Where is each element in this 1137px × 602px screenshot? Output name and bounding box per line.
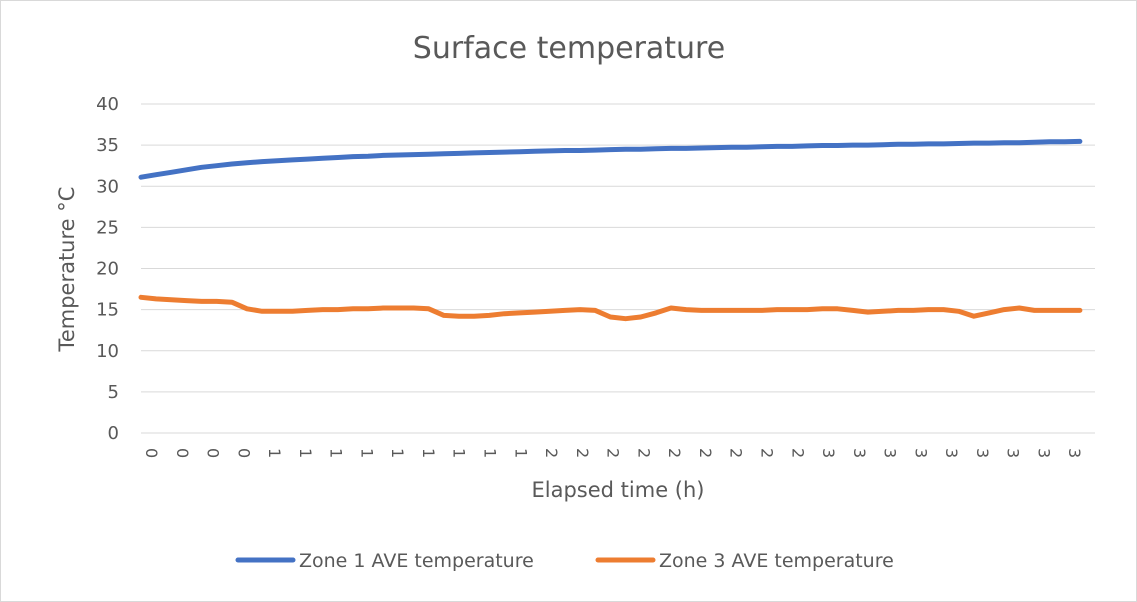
x-tick-label: 3 — [819, 448, 838, 458]
chart-title: Surface temperature — [413, 31, 725, 66]
x-tick-label: 1 — [296, 448, 315, 458]
y-tick-label: 10 — [96, 341, 119, 362]
x-tick-label: 3 — [1065, 448, 1084, 458]
x-tick-label: 2 — [604, 448, 623, 458]
x-tick-label: 3 — [850, 448, 869, 458]
x-tick-label: 3 — [942, 448, 961, 458]
x-tick-label: 2 — [788, 448, 807, 458]
x-tick-label: 1 — [265, 448, 284, 458]
x-axis-ticks: 0 0 0 0 1 1 1 1 1 1 1 1 1 2 2 2 2 2 2 2 2 2 3 3 3 3 3 3 3 3 3 — [142, 448, 1084, 458]
legend-label-zone-3: Zone 3 AVE temperature — [659, 550, 894, 572]
x-tick-label: 3 — [1004, 448, 1023, 458]
x-tick-label: 1 — [419, 448, 438, 458]
x-tick-label: 2 — [757, 448, 776, 458]
y-tick-label: 20 — [96, 259, 119, 280]
x-tick-label: 1 — [481, 448, 500, 458]
x-tick-label: 1 — [388, 448, 407, 458]
x-tick-label: 0 — [173, 448, 192, 458]
x-tick-label: 3 — [881, 448, 900, 458]
x-axis-label: Elapsed time (h) — [532, 478, 705, 502]
x-tick-label: 0 — [204, 448, 223, 458]
y-tick-label: 25 — [96, 217, 119, 238]
x-tick-label: 2 — [696, 448, 715, 458]
x-tick-label: 2 — [634, 448, 653, 458]
x-tick-label: 1 — [511, 448, 530, 458]
x-tick-label: 2 — [542, 448, 561, 458]
series-line-zone-3 — [138, 294, 1083, 322]
x-tick-label: 1 — [327, 448, 346, 458]
series-line-zone-1 — [138, 138, 1083, 180]
x-tick-label: 2 — [727, 448, 746, 458]
y-tick-label: 15 — [96, 300, 119, 321]
x-tick-label: 1 — [450, 448, 469, 458]
y-axis-ticks: 0 5 10 15 20 25 30 35 40 — [96, 94, 119, 444]
x-tick-label: 2 — [573, 448, 592, 458]
x-tick-label: 3 — [911, 448, 930, 458]
x-tick-label: 0 — [142, 448, 161, 458]
y-tick-label: 0 — [108, 423, 119, 444]
x-tick-label: 3 — [973, 448, 992, 458]
x-tick-label: 0 — [234, 448, 253, 458]
y-tick-label: 5 — [108, 382, 119, 403]
legend-label-zone-1: Zone 1 AVE temperature — [299, 550, 534, 572]
legend: Zone 1 AVE temperature Zone 3 AVE temper… — [235, 550, 894, 572]
y-tick-label: 35 — [96, 135, 119, 156]
y-tick-label: 40 — [96, 94, 119, 115]
x-tick-label: 2 — [665, 448, 684, 458]
y-axis-label: Temperature °C — [55, 187, 79, 353]
series-lines — [138, 138, 1083, 322]
gridlines — [141, 103, 1095, 434]
y-tick-label: 30 — [96, 176, 119, 197]
x-tick-label: 3 — [1034, 448, 1053, 458]
x-tick-label: 1 — [357, 448, 376, 458]
